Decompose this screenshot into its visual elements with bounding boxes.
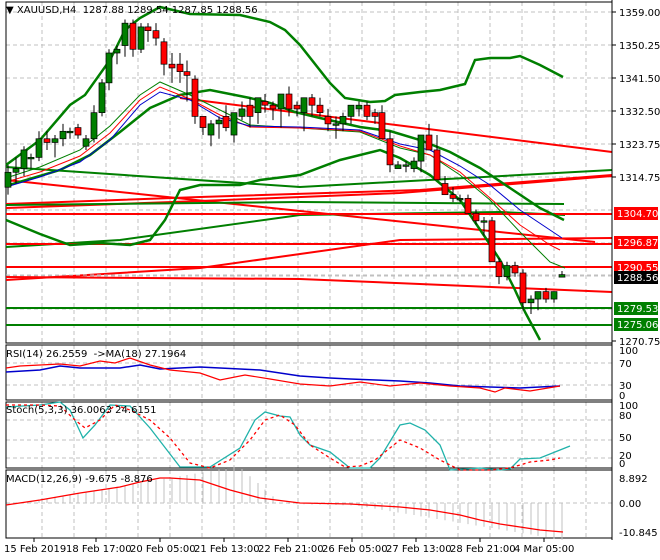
svg-text:8.892: 8.892 (619, 474, 648, 485)
svg-text:27 Feb 13:00: 27 Feb 13:00 (386, 544, 452, 555)
svg-text:30: 30 (619, 381, 632, 392)
svg-text:1304.70: 1304.70 (617, 209, 658, 220)
chart-title: ▼ XAUUSD,H4 1287.88 1289.54 1287.85 1288… (6, 5, 258, 16)
svg-text:1341.50: 1341.50 (619, 74, 660, 85)
svg-text:1288.56: 1288.56 (617, 273, 658, 284)
svg-text:0: 0 (619, 391, 625, 402)
svg-text:26 Feb 05:00: 26 Feb 05:00 (322, 544, 388, 555)
svg-text:100: 100 (619, 346, 638, 357)
svg-text:1279.53: 1279.53 (617, 304, 658, 315)
svg-text:15 Feb 2019: 15 Feb 2019 (4, 544, 66, 555)
svg-text:1350.25: 1350.25 (619, 41, 660, 52)
collapse-triangle-icon[interactable]: ▼ (6, 5, 17, 16)
svg-text:50: 50 (619, 433, 632, 444)
stoch-label: Stoch(5,3,3) 36.0063 24.6151 (6, 405, 157, 416)
svg-text:80: 80 (619, 411, 632, 422)
svg-text:1275.06: 1275.06 (617, 320, 658, 331)
svg-text:0.00: 0.00 (619, 499, 641, 510)
svg-text:4 Mar 05:00: 4 Mar 05:00 (514, 544, 574, 555)
svg-text:18 Feb 17:00: 18 Feb 17:00 (66, 544, 132, 555)
svg-text:1290.55: 1290.55 (617, 263, 658, 274)
svg-text:70: 70 (619, 359, 632, 370)
svg-text:1332.50: 1332.50 (619, 107, 660, 118)
svg-text:1270.75: 1270.75 (619, 337, 660, 348)
svg-text:21 Feb 13:00: 21 Feb 13:00 (194, 544, 260, 555)
svg-text:0: 0 (619, 459, 625, 470)
rsi-label: RSI(14) 26.2559 ->MA(18) 27.1964 (6, 349, 187, 360)
ohlc-values: 1287.88 1289.54 1287.85 1288.56 (82, 5, 258, 16)
svg-text:100: 100 (619, 401, 638, 412)
symbol-label: XAUUSD,H4 (16, 5, 77, 16)
svg-text:1359.00: 1359.00 (619, 8, 660, 19)
svg-text:1323.75: 1323.75 (619, 140, 660, 151)
macd-label: MACD(12,26,9) -9.675 -8.876 (6, 474, 153, 485)
svg-text:20: 20 (619, 451, 632, 462)
svg-text:20 Feb 05:00: 20 Feb 05:00 (130, 544, 196, 555)
svg-text:1314.75: 1314.75 (619, 173, 660, 184)
svg-text:22 Feb 21:00: 22 Feb 21:00 (258, 544, 324, 555)
svg-text:28 Feb 21:00: 28 Feb 21:00 (450, 544, 516, 555)
svg-text:1296.87: 1296.87 (617, 238, 658, 249)
svg-text:-10.845: -10.845 (619, 528, 658, 539)
